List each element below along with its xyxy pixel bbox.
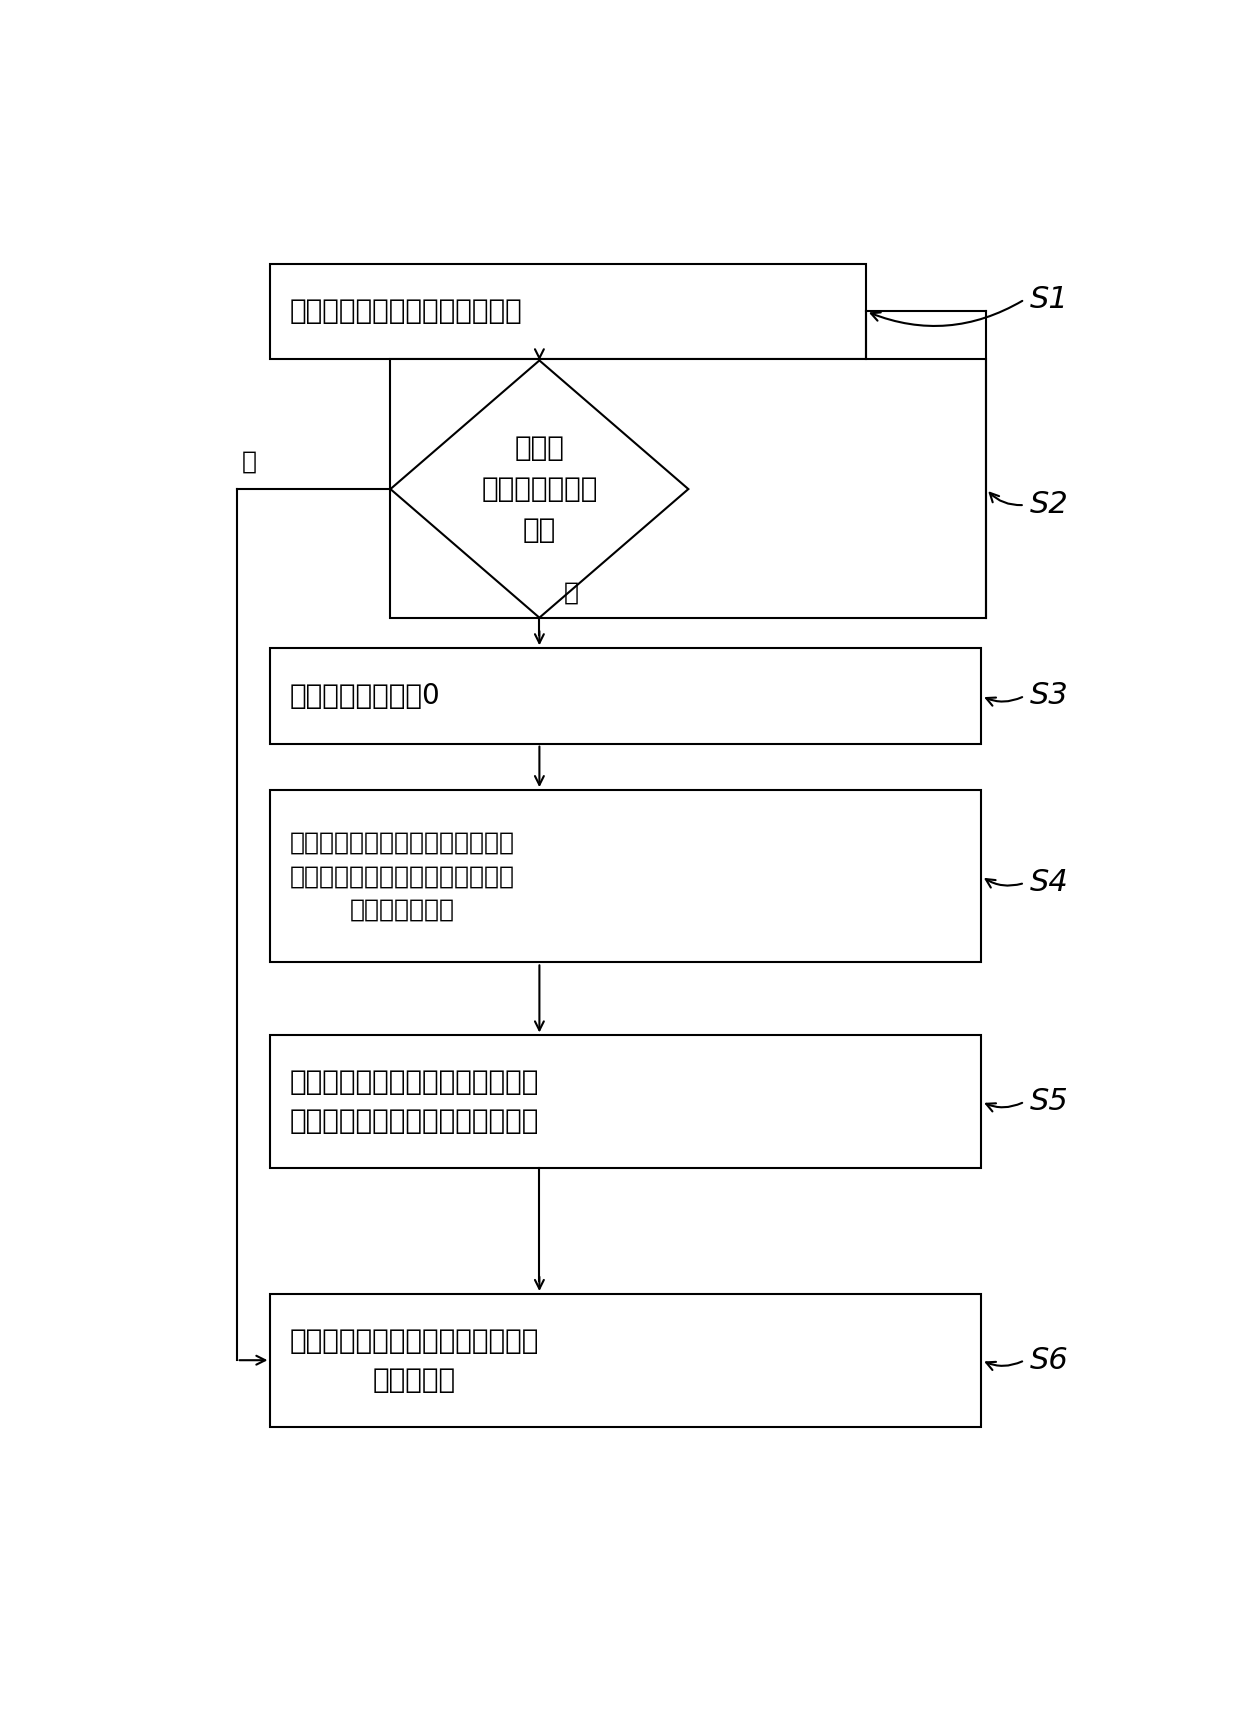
Bar xyxy=(391,360,986,618)
Text: 重新下发未完成或产生异常命令，
同时记录异常和错误的命令和原因: 重新下发未完成或产生异常命令， 同时记录异常和错误的命令和原因 xyxy=(289,1068,539,1135)
Bar xyxy=(270,1293,982,1426)
Text: 是: 是 xyxy=(563,580,578,604)
Text: 发送命令完成状态至主机，并进入
低功耗模式: 发送命令完成状态至主机，并进入 低功耗模式 xyxy=(289,1326,539,1393)
Text: 判断多
核是否出现异常
状态: 判断多 核是否出现异常 状态 xyxy=(481,434,598,544)
Polygon shape xyxy=(391,360,688,618)
Text: 获取主机下发的进入低功耗指令: 获取主机下发的进入低功耗指令 xyxy=(289,298,522,325)
Text: 根据异常状态，分析产生异常的核
和产生异常的命令，进行错误处理
，修复错误现场: 根据异常状态，分析产生异常的核 和产生异常的命令，进行错误处理 ，修复错误现场 xyxy=(289,830,515,921)
Text: S6: S6 xyxy=(1029,1345,1069,1374)
Text: 发送异常状态至核0: 发送异常状态至核0 xyxy=(289,682,440,709)
Bar xyxy=(270,1035,982,1168)
Bar xyxy=(270,263,867,360)
Text: S1: S1 xyxy=(1029,284,1069,313)
Text: S4: S4 xyxy=(1029,868,1069,897)
Text: S2: S2 xyxy=(1029,491,1069,520)
Bar xyxy=(270,790,982,963)
Text: S3: S3 xyxy=(1029,682,1069,711)
Text: S5: S5 xyxy=(1029,1087,1069,1116)
Text: 否: 否 xyxy=(242,449,257,474)
Bar xyxy=(270,647,982,744)
